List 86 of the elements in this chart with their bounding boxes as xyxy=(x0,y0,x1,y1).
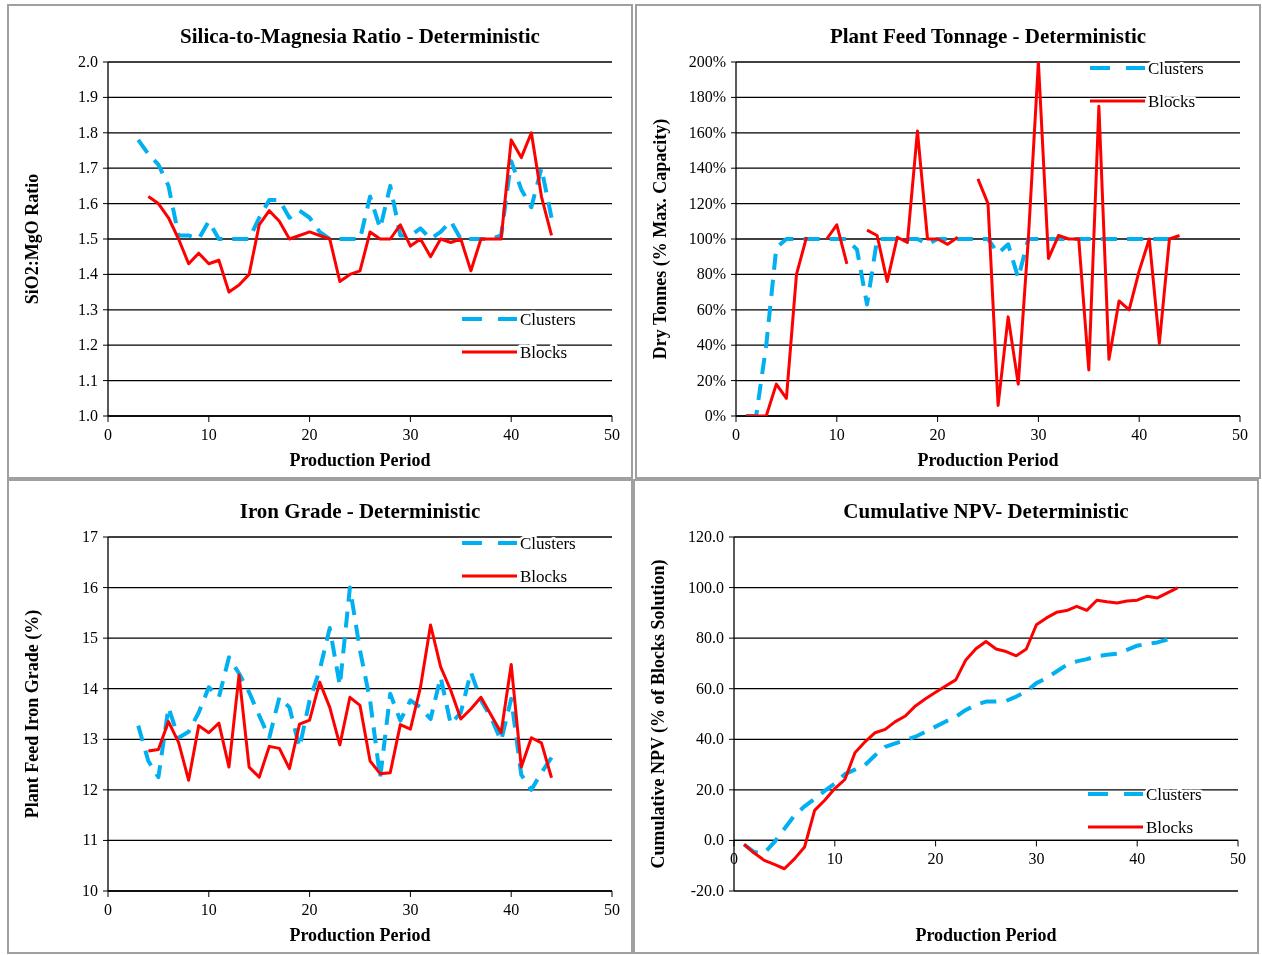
chart-title: Cumulative NPV- Deterministic xyxy=(843,499,1129,523)
x-axis-title: Production Period xyxy=(917,450,1059,470)
legend-label: Clusters xyxy=(520,534,576,553)
legend-label: Blocks xyxy=(1146,818,1194,837)
x-tick-label: 10 xyxy=(826,850,843,868)
x-axis-title: Production Period xyxy=(289,925,431,945)
y-tick-label: 200% xyxy=(688,53,726,70)
y-tick-label: 1.5 xyxy=(78,230,98,247)
x-tick-label: 20 xyxy=(929,426,946,443)
y-tick-label: 40.0 xyxy=(696,730,724,748)
x-tick-label: 40 xyxy=(503,901,520,918)
x-tick-label: 50 xyxy=(1232,426,1248,443)
y-tick-label: 1.1 xyxy=(78,371,98,389)
line-series xyxy=(136,585,554,792)
y-tick-label: 1.0 xyxy=(78,407,98,424)
x-tick-label: 20 xyxy=(927,850,944,868)
x-tick-label: 30 xyxy=(1028,850,1045,868)
x-tick-label: 0 xyxy=(732,426,740,443)
legend-label: Clusters xyxy=(1148,59,1204,78)
y-tick-label: 13 xyxy=(82,730,98,748)
x-axis-title: Production Period xyxy=(289,450,431,470)
x-tick-label: 50 xyxy=(1230,850,1246,868)
x-tick-label: 10 xyxy=(828,426,845,443)
x-tick-label: 20 xyxy=(301,901,318,918)
line-series xyxy=(744,237,1172,416)
y-tick-label: 0% xyxy=(704,407,726,424)
y-tick-label: 10 xyxy=(82,882,98,899)
y-tick-label: 140% xyxy=(688,159,726,177)
legend-label: Blocks xyxy=(1148,92,1196,111)
y-tick-label: 16 xyxy=(82,578,98,596)
y-tick-label: 1.7 xyxy=(78,159,98,177)
x-tick-label: 40 xyxy=(1131,426,1148,443)
y-tick-label: 2.0 xyxy=(78,53,98,70)
y-tick-label: 0.0 xyxy=(704,831,724,849)
y-axis-title: SiO2:MgO Ratio xyxy=(22,173,42,305)
y-tick-label: 80% xyxy=(696,265,726,283)
y-axis-title: Plant Feed Iron Grade (%) xyxy=(22,609,43,819)
y-tick-label: 1.6 xyxy=(78,194,98,212)
y-tick-label: 15 xyxy=(82,629,98,647)
y-tick-label: 40% xyxy=(696,336,726,354)
y-tick-label: 1.3 xyxy=(78,300,98,318)
x-tick-label: 40 xyxy=(503,426,520,443)
y-tick-label: 20% xyxy=(696,371,726,389)
y-tick-label: 11 xyxy=(82,831,98,849)
y-tick-label: 60.0 xyxy=(696,679,724,697)
y-axis-title: Dry Tonnes (% Max. Capacity) xyxy=(650,118,671,360)
y-tick-label: 12 xyxy=(82,780,98,798)
y-tick-label: 120.0 xyxy=(688,528,724,545)
x-axis-title: Production Period xyxy=(915,925,1057,945)
y-tick-label: 1.4 xyxy=(78,265,98,283)
legend-label: Clusters xyxy=(520,310,576,329)
y-tick-label: 14 xyxy=(82,679,98,697)
chart-title: Iron Grade - Deterministic xyxy=(239,499,481,523)
x-tick-label: 0 xyxy=(104,901,112,918)
y-tick-label: 1.8 xyxy=(78,123,98,141)
x-tick-label: 20 xyxy=(301,426,318,443)
x-tick-label: 50 xyxy=(604,426,620,443)
chart-title: Plant Feed Tonnage - Deterministic xyxy=(829,24,1147,48)
x-tick-label: 30 xyxy=(402,901,419,918)
y-tick-label: 100% xyxy=(688,230,726,247)
line-series xyxy=(136,137,554,241)
chart-title: Silica-to-Magnesia Ratio - Deterministic xyxy=(180,24,540,48)
x-tick-label: 40 xyxy=(1129,850,1146,868)
x-tick-label: 30 xyxy=(1030,426,1047,443)
y-tick-label: 100.0 xyxy=(688,578,724,596)
y-tick-label: 80.0 xyxy=(696,629,724,647)
x-tick-label: 10 xyxy=(200,426,217,443)
y-tick-label: 60% xyxy=(696,300,726,318)
x-tick-label: 30 xyxy=(402,426,419,443)
legend-label: Blocks xyxy=(520,567,568,586)
y-axis-title: Cumulative NPV (% of Blocks Solution) xyxy=(648,559,669,869)
y-tick-label: 17 xyxy=(82,528,98,545)
x-tick-label: 50 xyxy=(604,901,620,918)
y-tick-label: 180% xyxy=(688,88,726,106)
y-tick-label: 160% xyxy=(688,123,726,141)
y-tick-label: 20.0 xyxy=(696,780,724,798)
x-tick-label: 10 xyxy=(200,901,217,918)
y-tick-label: 120% xyxy=(688,194,726,212)
legend-label: Blocks xyxy=(520,343,568,362)
legend-label: Clusters xyxy=(1146,785,1202,804)
x-tick-label: 0 xyxy=(104,426,112,443)
line-series xyxy=(146,623,554,782)
y-tick-label: 1.2 xyxy=(78,336,98,354)
y-tick-label: 1.9 xyxy=(78,88,98,106)
y-tick-label: -20.0 xyxy=(690,882,724,899)
line-series xyxy=(146,131,554,294)
